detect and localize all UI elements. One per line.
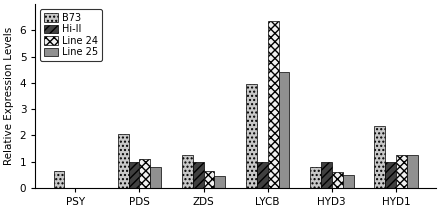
Bar xyxy=(279,72,290,188)
Bar xyxy=(385,162,396,188)
Bar xyxy=(396,155,407,188)
Bar xyxy=(374,126,385,188)
Legend: B73, Hi-II, Line 24, Line 25: B73, Hi-II, Line 24, Line 25 xyxy=(40,9,102,61)
Bar xyxy=(310,167,321,188)
Bar xyxy=(257,162,268,188)
Bar xyxy=(321,162,332,188)
Bar xyxy=(117,134,128,188)
Y-axis label: Relative Expression Levels: Relative Expression Levels xyxy=(4,27,14,165)
Bar xyxy=(407,155,418,188)
Bar xyxy=(128,162,139,188)
Bar xyxy=(193,162,204,188)
Bar xyxy=(268,21,279,188)
Bar xyxy=(182,155,193,188)
Bar xyxy=(343,175,353,188)
Bar xyxy=(150,167,161,188)
Bar xyxy=(214,176,225,188)
Bar xyxy=(139,159,150,188)
Bar xyxy=(332,172,343,188)
Bar xyxy=(204,171,214,188)
Bar xyxy=(54,171,65,188)
Bar xyxy=(246,84,257,188)
